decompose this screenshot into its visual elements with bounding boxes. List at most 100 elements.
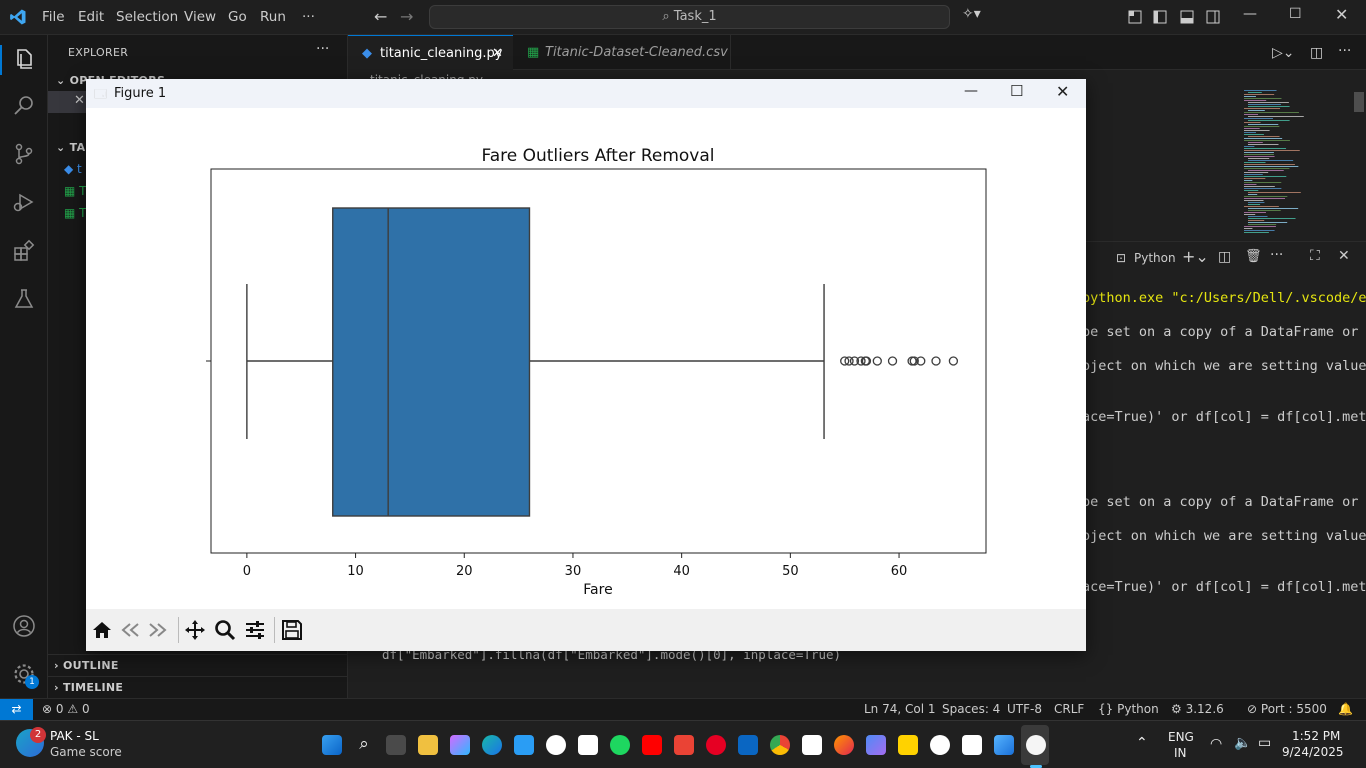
ai-app-icon[interactable] [898,735,918,755]
matplotlib-figure-icon[interactable] [1026,735,1046,755]
cursor-position[interactable]: Ln 74, Col 1 [864,702,936,716]
terminal-shell-label[interactable]: Python [1134,251,1176,265]
app-ta-icon[interactable] [802,735,822,755]
editor-scrollbar-thumb[interactable] [1354,92,1364,112]
kill-terminal-icon[interactable]: 🗑 [1245,249,1262,264]
file-explorer-icon[interactable] [418,735,438,755]
task-view-icon[interactable] [386,735,406,755]
menu-view[interactable]: View [184,9,217,25]
chrome-icon[interactable] [770,735,790,755]
source-control-icon[interactable] [12,142,36,166]
menu-edit[interactable]: Edit [78,9,105,25]
run-python-icon[interactable]: ▷⌄ [1272,45,1295,61]
settings-gear-icon[interactable] [12,662,36,686]
panel-more-icon[interactable]: ··· [1270,247,1284,263]
minimize-icon[interactable]: — [1243,6,1257,22]
zoom-magnifier-icon[interactable] [214,619,236,641]
figure-maximize-icon[interactable]: ☐ [1010,82,1024,100]
battery-icon[interactable]: ▭ [1258,735,1272,751]
menu-file[interactable]: File [42,9,65,25]
vscode-taskbar-icon[interactable] [514,735,534,755]
minimap[interactable] [1244,88,1354,238]
weather-subtitle[interactable]: Game score [50,745,122,759]
close-window-icon[interactable]: ✕ [1335,5,1349,24]
wifi-icon[interactable]: ◠ [1210,736,1223,752]
csv-file-icon-2[interactable]: ▦ T [64,206,87,220]
live-server-port[interactable]: ⊘ Port : 5500 [1247,702,1327,716]
weather-title[interactable]: PAK - SL [50,729,99,743]
customize-layout-icon[interactable] [1128,10,1142,24]
figure-close-icon[interactable]: ✕ [1056,82,1070,101]
search-taskbar-icon[interactable]: ⌕ [359,734,369,754]
pan-move-icon[interactable] [184,619,206,641]
menu-selection[interactable]: Selection [116,9,179,25]
toggle-secondary-sidebar-icon[interactable] [1206,10,1220,24]
gmail-icon[interactable] [674,735,694,755]
forward-icon[interactable] [148,620,168,640]
tab-titanic-csv[interactable]: ▦ Titanic-Dataset-Cleaned.csv [513,35,731,70]
youtube-icon[interactable] [642,735,662,755]
configure-subplots-icon[interactable] [244,619,266,641]
figure-minimize-icon[interactable]: — [964,83,978,99]
testing-flask-icon[interactable] [12,287,36,311]
toggle-sidebar-icon[interactable] [1153,10,1167,24]
account-icon[interactable] [12,614,36,638]
notion-icon[interactable] [578,735,598,755]
new-terminal-icon[interactable]: +⌄ [1182,247,1209,266]
problems-indicator[interactable]: ⊗ 0 ⚠ 0 [42,702,90,716]
input-language[interactable]: ENG [1168,730,1194,744]
outline-section[interactable]: › OUTLINE [54,659,119,672]
firefox-icon[interactable] [834,735,854,755]
save-figure-icon[interactable] [281,619,303,641]
menu-go[interactable]: Go [228,9,247,25]
toggle-panel-icon[interactable] [1180,10,1194,24]
python-version[interactable]: ⚙ 3.12.6 [1171,702,1224,716]
encoding[interactable]: UTF-8 [1007,702,1042,716]
github-icon[interactable] [930,735,950,755]
editor-more-icon[interactable]: ··· [1338,43,1352,59]
chatgpt-icon[interactable] [546,735,566,755]
back-arrow-icon[interactable]: ← [374,7,388,26]
remote-indicator-icon[interactable]: ⇄ [0,699,33,720]
timeline-section[interactable]: › TIMELINE [54,681,124,694]
copilot-icon[interactable]: ✧▾ [962,6,981,22]
run-debug-icon[interactable] [12,190,36,214]
clock-time[interactable]: 1:52 PM [1292,729,1341,743]
language-mode[interactable]: {} Python [1098,702,1159,716]
line-ending[interactable]: CRLF [1054,702,1085,716]
input-region[interactable]: IN [1174,746,1187,760]
csv-file-icon[interactable]: ▦ T [64,184,87,198]
python-file-icon[interactable]: ◆ t [64,162,82,176]
extensions-icon[interactable] [12,239,36,263]
explorer-files-icon[interactable] [12,47,36,71]
close-panel-icon[interactable]: ✕ [1338,248,1350,264]
notifications-bell-icon[interactable]: 🔔 [1338,702,1353,716]
clock-date[interactable]: 9/24/2025 [1282,745,1344,759]
back-icon[interactable] [120,620,140,640]
copilot-app-icon[interactable] [450,735,470,755]
indentation[interactable]: Spaces: 4 [942,702,1001,716]
volume-icon[interactable]: 🔈 [1234,735,1252,751]
photos-icon[interactable] [994,735,1014,755]
spotify-icon[interactable] [610,735,630,755]
search-icon[interactable] [12,94,36,118]
split-editor-icon[interactable]: ◫ [1310,45,1324,61]
terminal-output[interactable]: python.exe "c:/Users/Dell/.vscode/elev b… [1082,290,1366,595]
forward-arrow-icon[interactable]: → [400,7,414,26]
app-face-icon[interactable] [962,735,982,755]
command-center-search[interactable]: ⌕ Task_1 [429,5,950,29]
linkedin-icon[interactable] [738,735,758,755]
maximize-panel-icon[interactable]: ⛶ [1310,248,1320,264]
gemini-icon[interactable] [866,735,886,755]
edge-browser-icon[interactable] [482,735,502,755]
split-terminal-icon[interactable]: ◫ [1218,249,1232,265]
maximize-icon[interactable]: ☐ [1289,6,1302,22]
tab-titanic-cleaning[interactable]: ◆ titanic_cleaning.py ✕ [348,35,513,70]
show-hidden-icons-chevron[interactable]: ⌃ [1136,735,1148,751]
home-icon[interactable] [92,620,112,640]
open-editor-row[interactable]: ✕ [48,91,86,113]
pinterest-icon[interactable] [706,735,726,755]
start-windows-icon[interactable] [322,735,342,755]
menu-run[interactable]: Run [260,9,286,25]
close-editor-icon[interactable]: ✕ [74,93,85,108]
